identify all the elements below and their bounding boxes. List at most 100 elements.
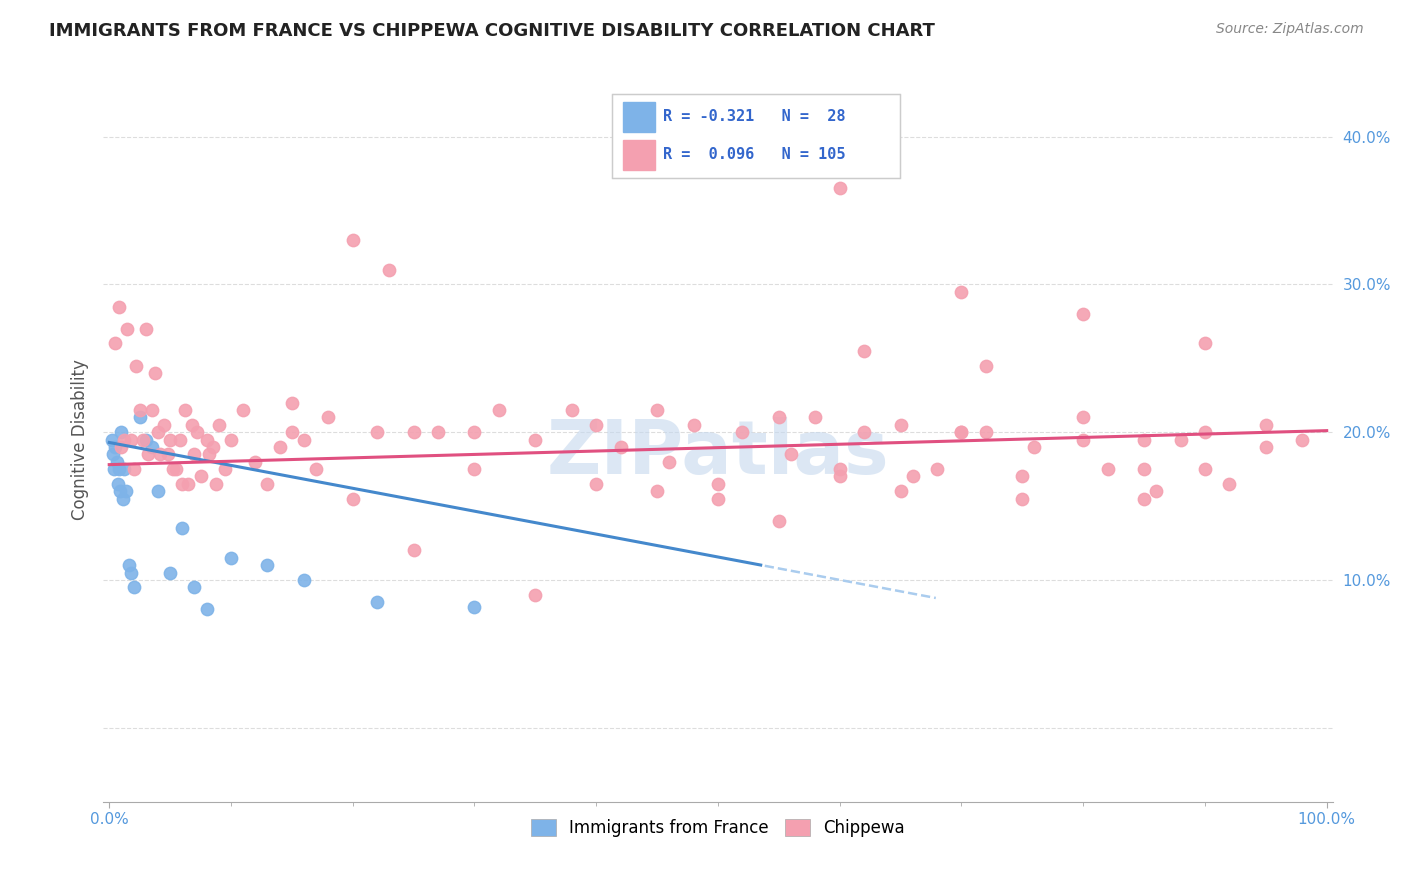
Point	[305, 462, 328, 476]
Point	[292, 433, 315, 447]
Point	[1011, 491, 1033, 506]
Point	[1194, 425, 1216, 439]
Point	[159, 433, 181, 447]
Point	[804, 410, 827, 425]
Point	[195, 433, 218, 447]
Point	[1011, 469, 1033, 483]
Point	[128, 403, 150, 417]
Point	[281, 395, 304, 409]
Text: R = -0.321   N =  28: R = -0.321 N = 28	[664, 109, 846, 124]
Point	[214, 462, 236, 476]
Point	[1071, 307, 1094, 321]
Point	[115, 484, 138, 499]
Point	[110, 440, 132, 454]
Point	[950, 425, 973, 439]
Point	[156, 447, 179, 461]
Point	[122, 580, 145, 594]
Point	[120, 433, 142, 447]
Point	[853, 425, 876, 439]
Point	[1144, 484, 1167, 499]
Point	[125, 359, 148, 373]
Point	[780, 447, 803, 461]
Point	[1071, 410, 1094, 425]
Point	[104, 440, 127, 454]
Point	[366, 425, 388, 439]
Point	[201, 440, 224, 454]
Point	[707, 476, 730, 491]
Point	[1133, 462, 1156, 476]
Point	[173, 403, 195, 417]
Point	[205, 476, 228, 491]
Point	[925, 462, 948, 476]
Point	[426, 425, 449, 439]
Point	[890, 484, 912, 499]
Point	[950, 425, 973, 439]
Point	[111, 491, 134, 506]
Point	[1133, 433, 1156, 447]
Point	[463, 599, 485, 614]
Point	[269, 440, 291, 454]
Point	[768, 410, 790, 425]
Point	[890, 417, 912, 432]
Point	[219, 550, 242, 565]
Point	[120, 566, 142, 580]
Point	[292, 573, 315, 587]
Point	[195, 602, 218, 616]
Point	[256, 476, 278, 491]
Point	[186, 425, 208, 439]
Bar	[623, 103, 655, 132]
Point	[378, 262, 401, 277]
Point	[183, 580, 205, 594]
Point	[232, 403, 254, 417]
Point	[828, 181, 851, 195]
Point	[172, 521, 194, 535]
Point	[108, 462, 131, 476]
Point	[104, 336, 127, 351]
Point	[153, 417, 176, 432]
Point	[122, 462, 145, 476]
Point	[100, 433, 122, 447]
Point	[366, 595, 388, 609]
Point	[256, 558, 278, 573]
Point	[149, 447, 172, 461]
Point	[707, 491, 730, 506]
Point	[1194, 462, 1216, 476]
Point	[103, 462, 125, 476]
Point	[828, 462, 851, 476]
Point	[281, 425, 304, 439]
Point	[402, 425, 425, 439]
Point	[463, 425, 485, 439]
Point	[645, 403, 668, 417]
Point	[118, 558, 141, 573]
Point	[135, 321, 157, 335]
Point	[183, 447, 205, 461]
Legend: Immigrants from France, Chippewa: Immigrants from France, Chippewa	[524, 813, 912, 844]
Point	[463, 462, 485, 476]
Point	[645, 484, 668, 499]
Text: IMMIGRANTS FROM FRANCE VS CHIPPEWA COGNITIVE DISABILITY CORRELATION CHART: IMMIGRANTS FROM FRANCE VS CHIPPEWA COGNI…	[49, 22, 935, 40]
Point	[853, 343, 876, 358]
Point	[828, 469, 851, 483]
Point	[219, 433, 242, 447]
Point	[1194, 336, 1216, 351]
Point	[974, 359, 997, 373]
Point	[318, 410, 340, 425]
Point	[117, 321, 139, 335]
Point	[1024, 440, 1046, 454]
Point	[1218, 476, 1240, 491]
Point	[974, 425, 997, 439]
Text: Source: ZipAtlas.com: Source: ZipAtlas.com	[1216, 22, 1364, 37]
Point	[901, 469, 924, 483]
Point	[950, 285, 973, 299]
Point	[731, 425, 754, 439]
Point	[682, 417, 704, 432]
Point	[524, 588, 547, 602]
Point	[768, 514, 790, 528]
Point	[181, 417, 204, 432]
Point	[146, 484, 169, 499]
Point	[132, 433, 155, 447]
Point	[177, 476, 200, 491]
Point	[146, 425, 169, 439]
Point	[135, 433, 157, 447]
Point	[1291, 433, 1313, 447]
